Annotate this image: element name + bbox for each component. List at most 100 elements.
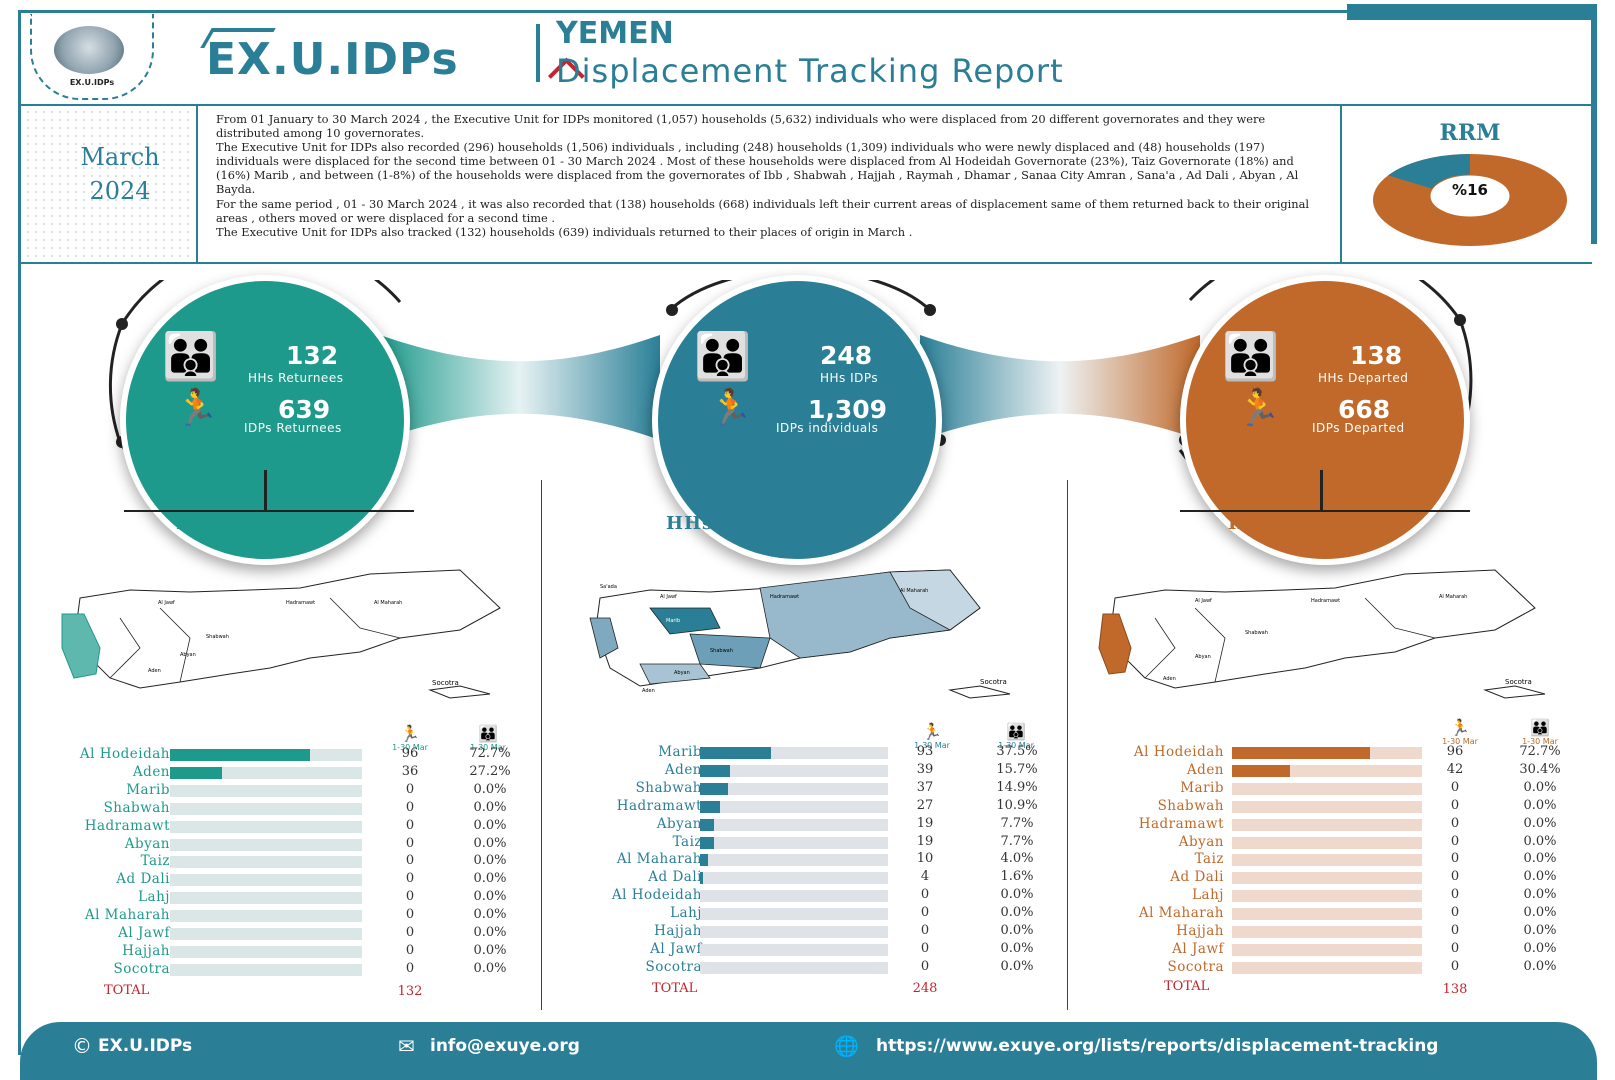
household-count: 0 <box>405 907 415 923</box>
table-row: Abyan 0 0.0% <box>0 836 1615 854</box>
percentage: 0.0% <box>1523 797 1557 813</box>
returnees-total: 132 <box>397 984 423 999</box>
map-label: Shabwah <box>1245 630 1268 636</box>
summary-rule <box>20 262 1592 264</box>
bar-fill <box>700 747 771 759</box>
column-divider <box>1067 480 1068 1010</box>
returnees-circle: 👪 132 HHs Returnees 🏃 639 IDPs Returnees <box>120 275 410 565</box>
percentage: 0.0% <box>473 960 507 976</box>
family-icon: 👪 <box>1530 718 1550 737</box>
map-label: Sa'ada <box>600 584 617 590</box>
percentage: 4.0% <box>1000 851 1034 867</box>
household-count: 0 <box>405 871 415 887</box>
displacement-hh-label: HHs IDPs <box>820 371 879 385</box>
summary-paragraph: The Executive Unit for IDPs also recorde… <box>216 140 1299 197</box>
percentage: 0.0% <box>1523 869 1557 885</box>
governorate-name: Shabwah <box>103 799 170 816</box>
footer-email[interactable]: info@exuye.org <box>430 1036 580 1056</box>
top-accent-bar <box>1347 4 1597 20</box>
governorate-name: Abyan <box>1178 833 1224 850</box>
governorate-name: Shabwah <box>635 779 702 796</box>
bar-track <box>700 890 888 903</box>
table-row: Aden 42 30.4% <box>0 762 1615 780</box>
globe-icon: 🌐 <box>834 1034 859 1058</box>
displacement-ind-label: IDPs individuals <box>776 421 879 435</box>
bar-track <box>170 802 362 815</box>
household-count: 0 <box>920 940 930 956</box>
map-label: Shabwah <box>710 648 733 654</box>
governorate-name: Marib <box>126 781 170 798</box>
governorate-name: Al Hodeidah <box>1133 744 1224 760</box>
percentage: 0.0% <box>1000 887 1034 903</box>
bar-track <box>1232 872 1422 885</box>
household-count: 19 <box>916 833 934 849</box>
map-label: Al Maharah <box>900 588 928 594</box>
governorate-name: Aden <box>664 761 702 778</box>
percentage: 0.0% <box>473 871 507 887</box>
percentage: 0.0% <box>473 835 507 851</box>
percentage: 0.0% <box>1523 940 1557 956</box>
footer-url[interactable]: https://www.exuye.org/lists/reports/disp… <box>876 1036 1439 1056</box>
household-count: 0 <box>405 942 415 958</box>
logo-caption: EX.U.IDPs <box>69 78 115 87</box>
household-count: 0 <box>1450 797 1460 813</box>
departed-total-label: TOTAL <box>1164 979 1210 994</box>
header-rule <box>20 104 1592 106</box>
map-label: Aden <box>1163 676 1176 682</box>
governorate-name: Al Hodeidah <box>611 887 702 904</box>
governorate-name: Aden <box>132 763 170 780</box>
governorate-name: Socotra <box>645 958 702 975</box>
governorate-name: Al Maharah <box>616 851 702 868</box>
household-count: 96 <box>1446 744 1464 759</box>
departed-map: Socotra Al Jawf Hadramawt Al Maharah Sha… <box>1098 569 1546 699</box>
runner-icon: 🏃 <box>400 724 420 743</box>
governorate-name: Hadramawt <box>1138 815 1224 832</box>
map-label: Abyan <box>674 670 690 676</box>
percentage: 27.2% <box>469 763 511 779</box>
bar-fill <box>1232 764 1290 777</box>
departed-ind-count: 668 <box>1338 395 1391 424</box>
table-row: Al Maharah 0 0.0% <box>0 907 1615 925</box>
map-label: Socotra <box>1505 678 1532 686</box>
percentage: 0.0% <box>473 799 507 815</box>
bar-track <box>1232 908 1422 921</box>
table-row: Taiz 19 7.7% <box>0 834 1615 852</box>
bar-fill <box>700 836 715 849</box>
household-count: 0 <box>920 905 930 921</box>
bar-track <box>1232 782 1422 795</box>
displacement-circle: 👪 248 HHs IDPs 🏃 1,309 IDPs individuals <box>652 275 942 565</box>
bar-fill <box>170 749 310 761</box>
bar-track <box>700 800 888 813</box>
arc-departed-top <box>1188 280 1462 321</box>
map-label: Aden <box>642 688 655 694</box>
household-count: 39 <box>916 761 934 777</box>
table-row: Socotra 0 0.0% <box>0 959 1615 977</box>
household-count: 0 <box>405 781 415 797</box>
bar-track <box>700 943 888 956</box>
table-row: Hadramawt 27 10.9% <box>0 798 1615 816</box>
logo-emblem-icon <box>54 26 124 74</box>
highlighted-governorate <box>61 613 101 679</box>
governorate-name: Hajjah <box>654 923 702 939</box>
household-count: 37 <box>916 779 934 795</box>
table-row: Shabwah 0 0.0% <box>0 800 1615 818</box>
returnees-hh-count: 132 <box>286 341 339 370</box>
household-count: 19 <box>916 815 934 831</box>
bar-track <box>170 892 362 905</box>
map-label: Socotra <box>980 678 1007 686</box>
percentage: 7.7% <box>1000 833 1034 849</box>
displacement-section-title: HHs Dispalcement <box>666 513 871 534</box>
percentage: 0.0% <box>1523 779 1557 795</box>
governorate-name: Lahj <box>138 889 170 906</box>
percentage: 0.0% <box>1000 958 1034 974</box>
table-row: Hadramawt 0 0.0% <box>0 816 1615 834</box>
household-count: 0 <box>1450 958 1460 974</box>
bar-track <box>1232 890 1422 903</box>
rrm-value: %16 <box>1452 181 1488 199</box>
household-count: 0 <box>920 887 930 903</box>
household-count: 0 <box>920 923 930 938</box>
governorate-name: Al Maharah <box>84 907 170 924</box>
table-row: Abyan 19 7.7% <box>0 816 1615 834</box>
displacement-map: Socotra Sa'ada Al Jawf Hadramawt Al Maha… <box>589 569 1011 699</box>
bar-fill <box>700 854 708 867</box>
